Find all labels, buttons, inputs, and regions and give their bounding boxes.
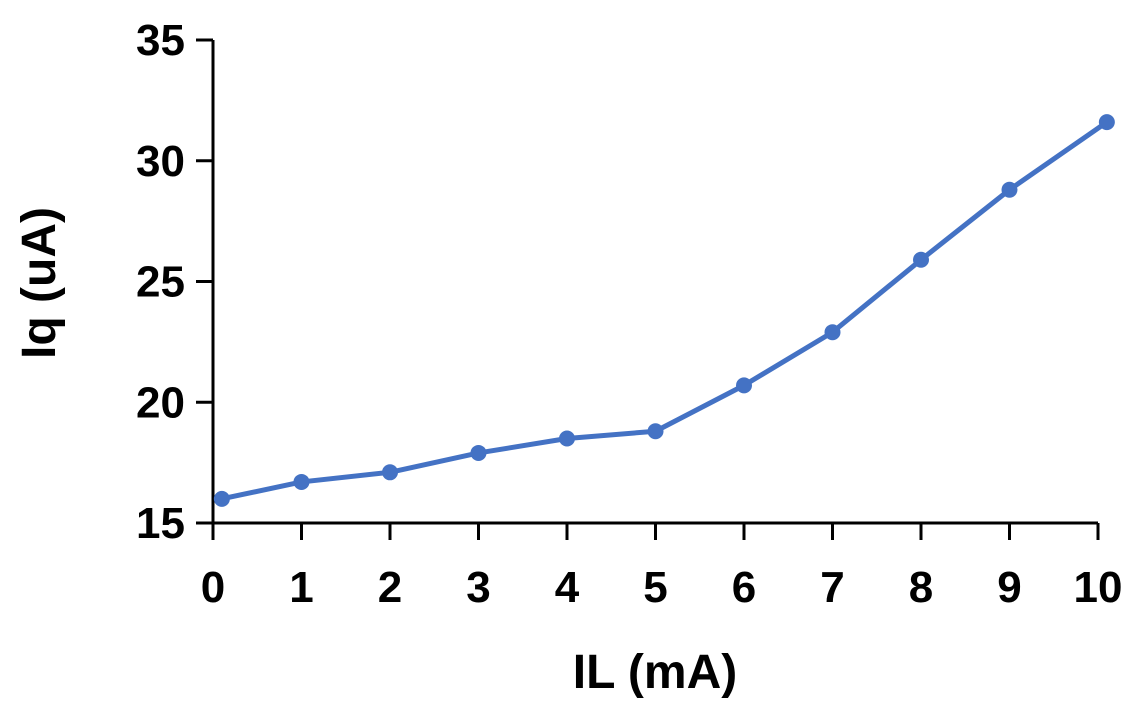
x-tick-label: 5 [643,563,667,612]
x-tick-label: 7 [820,563,844,612]
x-tick-label: 10 [1074,563,1123,612]
y-ticks: 15 20 25 30 35 [136,16,213,548]
y-tick-label: 35 [136,16,185,65]
data-point [382,464,398,481]
y-tick-label: 20 [136,378,185,427]
data-point [913,251,929,268]
x-tick-label: 1 [289,563,313,612]
data-point [470,444,487,461]
y-axis-title: Iq (uA) [13,207,66,359]
series-line [219,119,1110,502]
x-ticks: 0 1 2 3 4 5 6 7 8 9 10 [201,523,1123,612]
axes [211,40,1098,525]
data-point [1098,114,1115,131]
y-tick-label: 25 [136,258,185,307]
x-tick-label: 4 [555,563,580,612]
y-tick-label: 30 [136,137,185,186]
data-point [213,490,230,507]
x-tick-label: 6 [732,563,756,612]
data-point [1001,181,1018,198]
x-tick-label: 2 [378,563,402,612]
data-point [824,324,841,341]
x-tick-label: 3 [466,563,490,612]
x-tick-label: 0 [201,563,225,612]
data-point [293,473,310,490]
series-layer [213,114,1115,507]
data-point [647,423,664,440]
data-point [559,430,575,447]
x-axis-title: IL (mA) [573,646,737,699]
data-point [736,377,752,394]
x-tick-label: 8 [909,563,933,612]
y-tick-label: 15 [136,499,185,548]
x-tick-label: 9 [997,563,1021,612]
